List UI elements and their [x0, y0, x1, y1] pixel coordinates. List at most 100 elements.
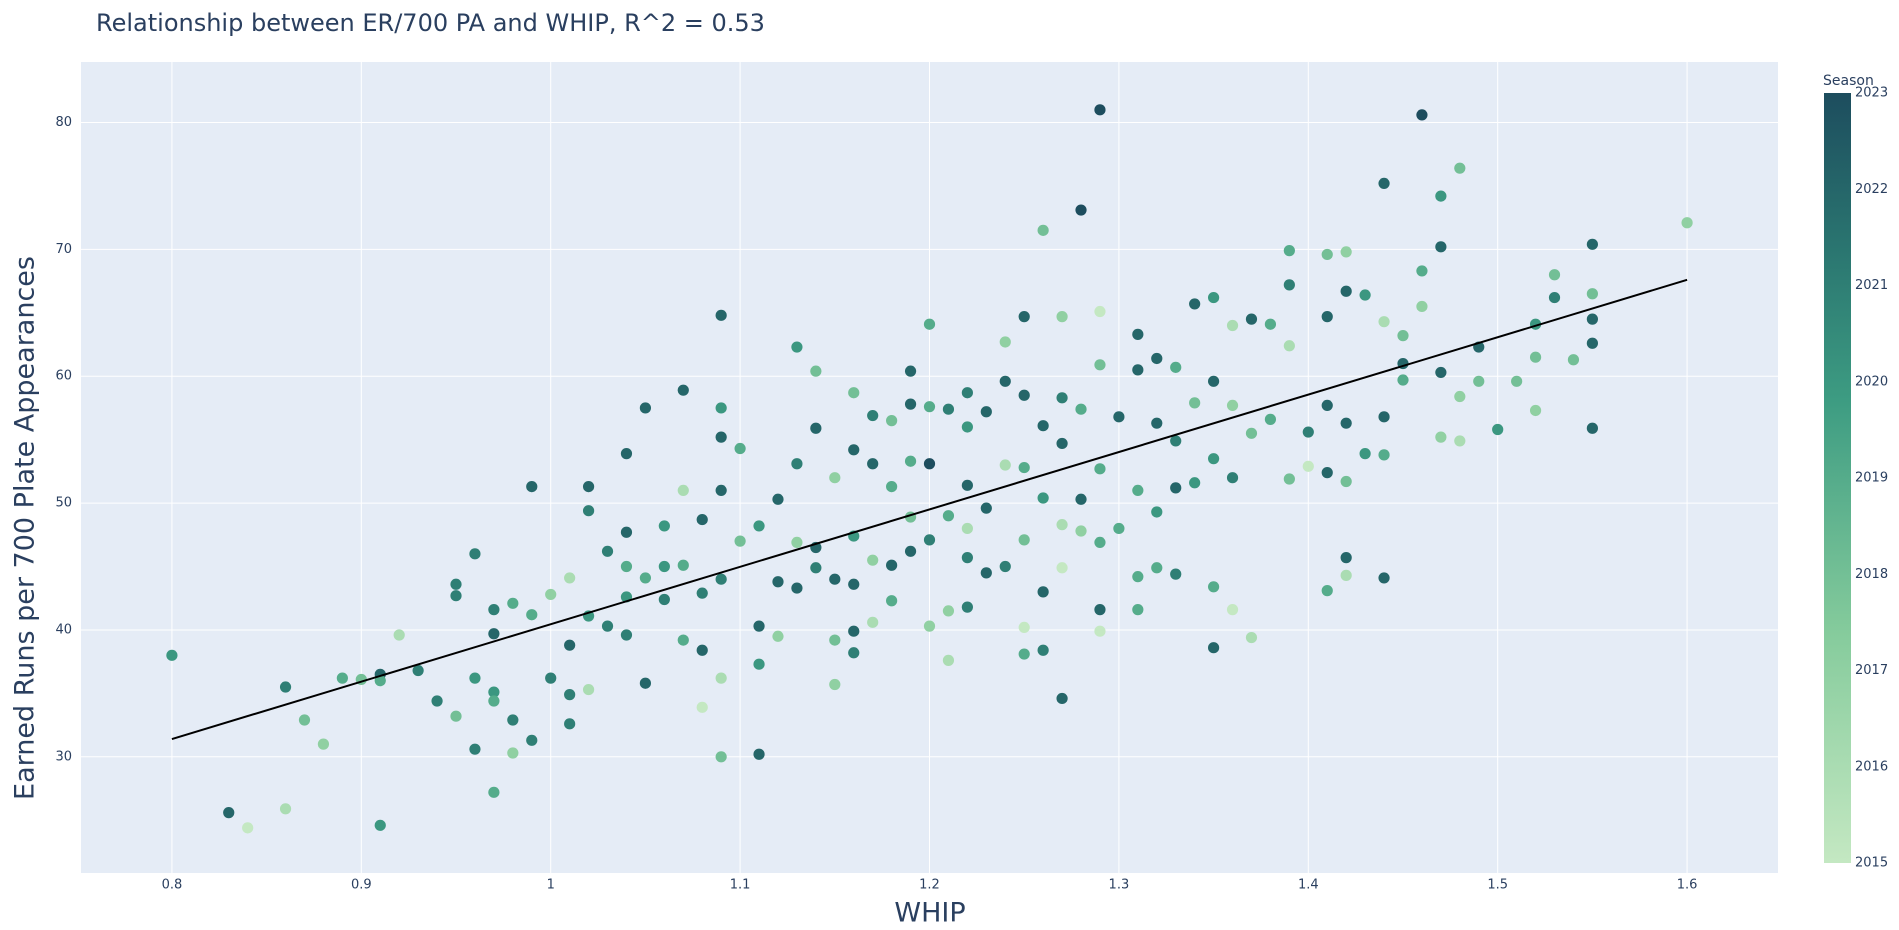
point — [1226, 472, 1239, 484]
point — [658, 560, 670, 573]
point — [753, 658, 765, 670]
point — [677, 484, 689, 496]
point — [848, 444, 860, 456]
point — [1170, 482, 1182, 494]
point — [166, 649, 178, 661]
colorbar-tick-label: 2016 — [1855, 759, 1888, 774]
point — [279, 803, 292, 815]
point — [1018, 648, 1030, 660]
point — [1340, 552, 1352, 564]
point — [469, 672, 481, 684]
point — [1511, 375, 1523, 387]
point — [1094, 625, 1106, 637]
point — [829, 472, 841, 484]
point — [658, 593, 670, 606]
point — [1416, 109, 1428, 121]
point — [1132, 484, 1144, 496]
point — [1037, 586, 1049, 598]
point — [961, 552, 973, 564]
point — [886, 595, 898, 607]
point — [1151, 352, 1163, 365]
point — [1094, 104, 1106, 116]
colorbar-tick-label: 2018 — [1855, 567, 1888, 582]
x-axis-title: WHIP — [894, 898, 965, 929]
point — [469, 743, 481, 755]
point — [1094, 463, 1106, 475]
point — [1283, 473, 1295, 485]
point — [1586, 422, 1598, 434]
point — [867, 554, 879, 566]
colorbar-tick-label: 2017 — [1855, 663, 1888, 678]
point — [961, 387, 973, 399]
point — [1416, 300, 1428, 313]
trendline — [171, 278, 1688, 740]
point — [1132, 604, 1144, 616]
point — [696, 513, 708, 526]
point — [1548, 291, 1561, 304]
point — [1245, 631, 1258, 644]
point — [1681, 217, 1693, 229]
point — [904, 545, 917, 557]
point — [980, 406, 992, 418]
point — [1207, 581, 1220, 593]
point — [904, 455, 917, 467]
point — [1435, 241, 1447, 253]
point — [772, 630, 784, 642]
point — [1056, 437, 1068, 450]
point — [961, 421, 973, 433]
point — [677, 634, 689, 646]
point — [1132, 328, 1144, 340]
point — [772, 493, 784, 505]
point — [1492, 423, 1504, 436]
point — [961, 601, 973, 613]
point — [1094, 305, 1106, 318]
point — [980, 567, 992, 579]
point — [488, 686, 500, 698]
point — [904, 365, 917, 377]
point — [1207, 291, 1220, 304]
point — [923, 458, 936, 470]
point — [942, 510, 955, 522]
point — [1207, 453, 1220, 465]
point — [488, 628, 500, 640]
point — [1586, 238, 1598, 250]
point — [753, 748, 765, 760]
point — [1378, 572, 1390, 584]
point — [601, 620, 614, 632]
point — [564, 689, 576, 701]
point — [1207, 642, 1220, 654]
x-tick-label: 1.6 — [1677, 878, 1698, 893]
y-tick-label: 40 — [55, 622, 72, 637]
point — [526, 609, 538, 621]
point — [526, 734, 538, 746]
point — [1170, 361, 1182, 373]
point — [848, 578, 860, 590]
point — [753, 620, 765, 632]
point — [1378, 411, 1390, 423]
point — [942, 403, 955, 415]
y-tick-label: 30 — [55, 749, 72, 764]
point — [904, 398, 917, 410]
point — [1132, 571, 1144, 583]
point — [1056, 562, 1068, 574]
chart-title: Relationship between ER/700 PA and WHIP,… — [96, 9, 765, 37]
point — [1037, 224, 1049, 236]
point — [507, 597, 519, 609]
point — [1264, 318, 1277, 330]
point — [886, 415, 898, 427]
point — [1529, 351, 1542, 363]
point — [1302, 460, 1314, 472]
point — [1340, 569, 1352, 581]
point — [1094, 536, 1106, 549]
point — [1018, 621, 1030, 634]
point — [564, 639, 576, 651]
point — [620, 448, 633, 460]
point — [999, 336, 1011, 348]
point — [715, 402, 727, 414]
point — [450, 710, 462, 722]
point — [1567, 354, 1580, 366]
point — [980, 502, 992, 514]
point — [374, 675, 386, 687]
x-tick-label: 1.1 — [730, 878, 751, 893]
point — [791, 536, 803, 549]
